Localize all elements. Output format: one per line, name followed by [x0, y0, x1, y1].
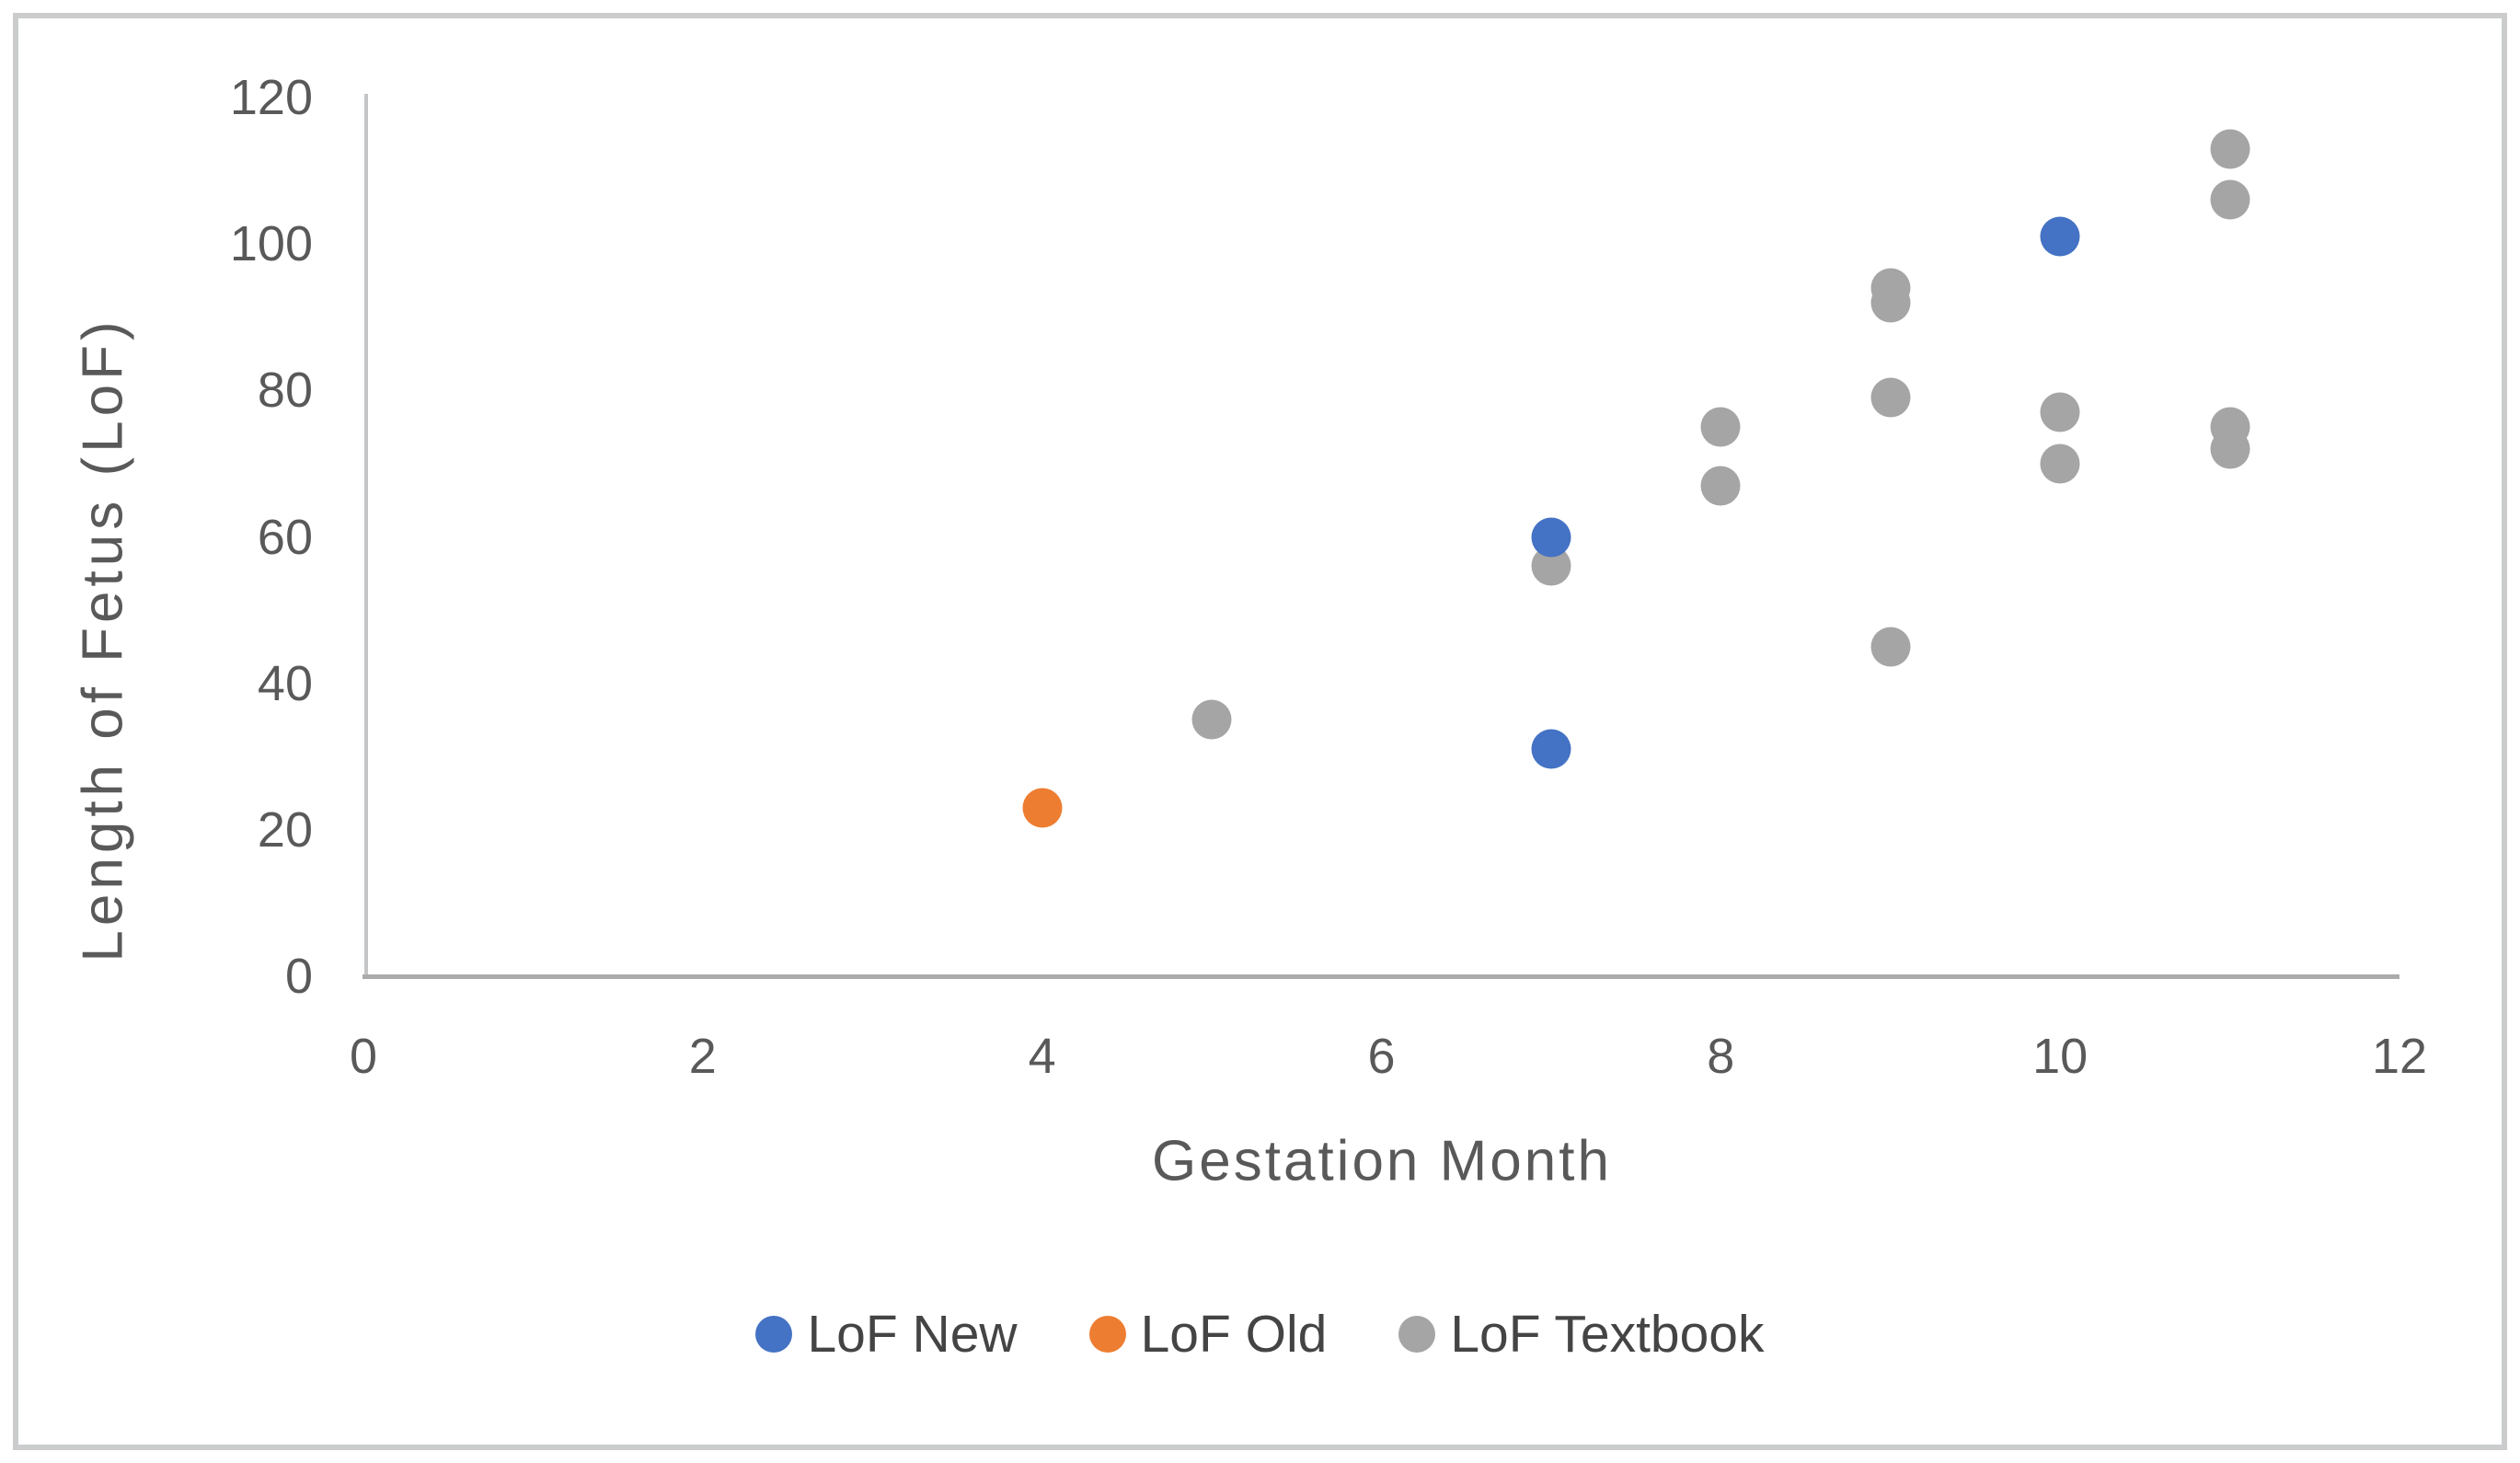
data-point-lof-textbook — [1870, 377, 1911, 418]
data-point-lof-textbook — [2040, 444, 2080, 484]
y-tick-label: 0 — [284, 949, 313, 1004]
data-point-lof-textbook — [2210, 179, 2250, 220]
data-point-lof-textbook — [1191, 699, 1232, 740]
data-point-lof-textbook — [1870, 282, 1911, 323]
data-point-lof-new — [1531, 729, 1571, 769]
y-tick-label: 60 — [257, 509, 313, 565]
x-tick-label: 4 — [1028, 1029, 1056, 1084]
data-point-lof-new — [2040, 216, 2080, 257]
x-tick-label: 8 — [1707, 1029, 1735, 1084]
legend-item-lof-textbook: LoF Textbook — [1398, 1304, 1765, 1365]
legend-label: LoF Textbook — [1450, 1305, 1765, 1364]
data-point-lof-old — [1022, 788, 1063, 828]
legend-marker-icon — [1088, 1316, 1126, 1353]
y-tick-label: 20 — [257, 801, 313, 858]
data-point-lof-textbook — [2210, 429, 2250, 469]
x-axis-line — [362, 974, 2399, 979]
x-tick-label: 6 — [1367, 1029, 1396, 1084]
x-axis-title: Gestation Month — [1152, 1129, 1612, 1193]
legend-marker-icon — [1398, 1316, 1436, 1353]
data-point-lof-textbook — [1700, 466, 1741, 506]
legend-label: LoF New — [807, 1305, 1018, 1364]
legend-item-lof-old: LoF Old — [1088, 1304, 1328, 1365]
x-tick-label: 0 — [349, 1029, 378, 1084]
data-point-lof-textbook — [1870, 627, 1911, 667]
y-tick-label: 100 — [229, 216, 313, 272]
x-tick-label: 12 — [2371, 1029, 2428, 1084]
data-point-lof-textbook — [2040, 392, 2080, 432]
data-point-lof-textbook — [1700, 407, 1741, 447]
data-point-lof-textbook — [2210, 129, 2250, 169]
x-tick-label: 10 — [2032, 1029, 2088, 1084]
chart-legend: LoF New LoF Old LoF Textbook — [0, 1302, 2520, 1366]
y-tick-label: 80 — [257, 363, 313, 419]
chart-outer-border — [13, 13, 2507, 1450]
legend-label: LoF Old — [1140, 1305, 1328, 1364]
x-tick-label: 2 — [688, 1029, 717, 1084]
y-tick-label: 120 — [229, 70, 313, 125]
legend-marker-icon — [755, 1316, 793, 1353]
data-point-lof-new — [1531, 517, 1571, 557]
y-tick-label: 40 — [257, 655, 313, 711]
y-axis-line — [364, 94, 368, 978]
legend-item-lof-new: LoF New — [755, 1304, 1018, 1365]
